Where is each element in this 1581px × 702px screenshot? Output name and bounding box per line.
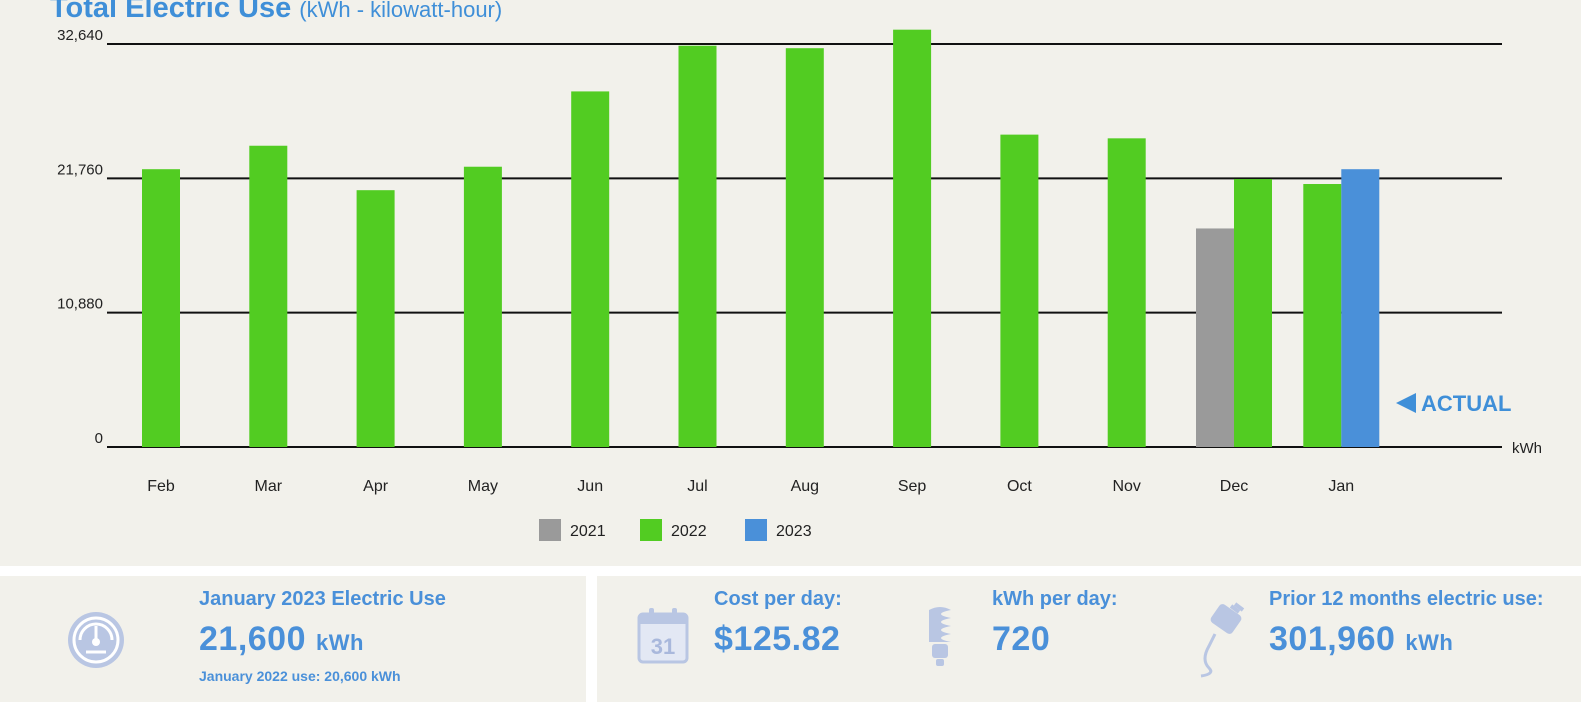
x-tick-label: Dec [1220, 478, 1248, 495]
calendar-icon: 31 [637, 608, 689, 664]
legend-swatch [640, 519, 662, 541]
prior12-value: 301,960 kWh [1269, 620, 1453, 659]
cost-value: $125.82 [714, 620, 841, 658]
y-tick-label: 21,760 [57, 161, 103, 178]
bulb-icon [929, 607, 951, 666]
chart-title: Total Electric Use (kWh - kilowatt-hour) [50, 0, 502, 25]
chart-subtitle: (kWh - kilowatt-hour) [299, 0, 503, 22]
meter-icon [68, 612, 124, 668]
x-tick-label: Feb [147, 478, 175, 495]
x-tick-label: Jan [1328, 478, 1354, 495]
y-tick-label: 32,640 [57, 27, 103, 44]
bar-2022-apr [356, 190, 395, 447]
actual-arrow-icon [1396, 393, 1416, 413]
month-use-unit: kWh [315, 630, 364, 655]
monthly-use-card: January 2023 Electric Use 21,600 kWh Jan… [0, 576, 586, 702]
y-tick-label: 0 [95, 430, 103, 447]
legend-label: 2021 [570, 523, 606, 540]
bar-2022-oct [1000, 134, 1039, 447]
x-tick-label: Sep [898, 478, 927, 495]
prior12-number: 301,960 [1269, 620, 1396, 658]
y-tick-label: 10,880 [57, 296, 103, 313]
actual-annotation: ACTUAL [1421, 391, 1511, 416]
bar-2022-nov [1107, 138, 1146, 447]
bar-2021-dec [1196, 228, 1234, 447]
x-tick-label: Apr [363, 478, 389, 495]
bar-2022-aug [785, 48, 824, 448]
bar-2022-jul [678, 45, 717, 448]
x-tick-label: Nov [1112, 478, 1140, 495]
x-tick-label: Aug [791, 478, 819, 495]
x-tick-label: Jul [687, 478, 707, 495]
bar-2022-jun [571, 91, 610, 447]
cost-label: Cost per day: [714, 588, 842, 610]
legend-swatch [745, 519, 767, 541]
prior12-unit: kWh [1405, 630, 1454, 655]
legend-label: 2023 [776, 523, 812, 540]
bar-2022-dec [1234, 179, 1272, 447]
stats-card: 31 Cost per day: $125.82 kWh per day: 72… [597, 576, 1581, 702]
bar-2022-mar [249, 145, 288, 448]
bar-2023-jan [1341, 169, 1380, 447]
prior12-label: Prior 12 months electric use: [1269, 588, 1544, 610]
chart-panel: Total Electric Use (kWh - kilowatt-hour)… [0, 0, 1581, 566]
bar-2022-jan [1303, 184, 1342, 447]
calendar-day: 31 [651, 634, 675, 659]
bar-2022-sep [893, 29, 932, 447]
legend-label: 2022 [671, 523, 707, 540]
bar-2022-may [463, 166, 502, 447]
bar-chart: 0 10,880 21,760 32,640 kWh Feb Mar Apr May Jun Jul… [57, 27, 1542, 541]
month-use-number: 21,600 [199, 620, 306, 658]
x-tick-label: Jun [577, 478, 603, 495]
bar-2022-feb [142, 169, 180, 447]
x-tick-label: May [468, 478, 498, 495]
plug-icon [1200, 602, 1245, 678]
x-tick-label: Mar [255, 478, 283, 495]
kwh-day-label: kWh per day: [992, 588, 1118, 610]
legend-swatch [539, 519, 561, 541]
kwh-day-value: 720 [992, 620, 1051, 658]
chart-title-text: Total Electric Use [50, 0, 292, 24]
month-use-label: January 2023 Electric Use [199, 588, 446, 610]
prior-year-note: January 2022 use: 20,600 kWh [199, 668, 401, 684]
y-unit-label: kWh [1512, 440, 1542, 457]
x-tick-label: Oct [1007, 478, 1032, 495]
month-use-value: 21,600 kWh [199, 620, 364, 659]
